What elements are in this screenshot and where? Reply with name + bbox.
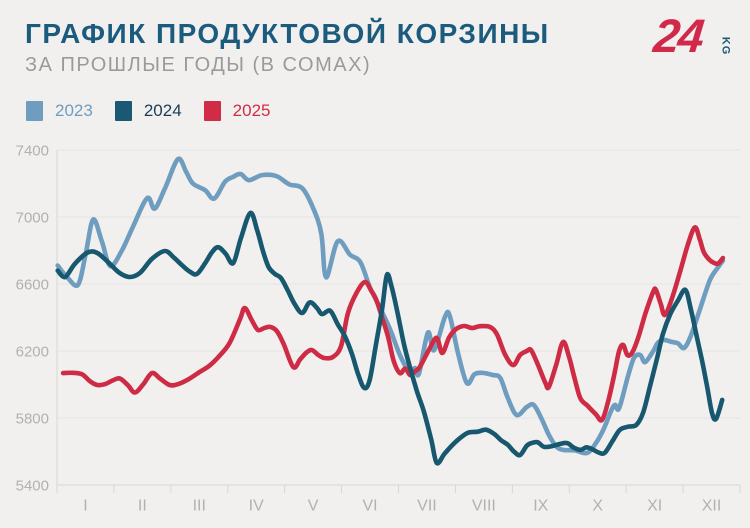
x-axis-label-I: I [83,498,87,515]
legend-label: 2024 [143,101,182,120]
series-line-2025[interactable] [60,225,726,423]
y-axis-label-7000: 7000 [16,209,49,226]
page-title: ГРАФИК ПРОДУКТОВОЙ КОРЗИНЫ [25,18,550,49]
legend-item-2023[interactable]: 2023 [26,101,93,121]
x-axis-label-XII: XII [702,498,722,515]
legend-swatch-2023 [26,101,43,121]
series-line-2024[interactable] [55,210,725,466]
legend-item-2025[interactable]: 2025 [203,101,271,121]
legend-label: 2023 [55,101,93,120]
x-axis-label-IV: IV [249,498,264,515]
x-axis-label-II: II [138,498,147,515]
x-axis-label-VIII: VIII [472,498,496,515]
legend-item-2024[interactable]: 2024 [114,101,182,121]
x-axis-label-IX: IX [533,498,548,515]
legend-label: 2025 [232,101,271,120]
legend-swatch-2024 [114,101,132,121]
x-axis-label-VII: VII [417,498,437,515]
x-axis-label-VI: VI [362,498,377,515]
y-axis-label-6200: 6200 [16,343,49,360]
x-axis-label-XI: XI [647,498,662,515]
y-axis-label-5400: 5400 [16,477,49,494]
y-axis-label-6600: 6600 [16,276,49,293]
page-subtitle: ЗА ПРОШЛЫЕ ГОДЫ (В СОМАХ) [25,54,372,76]
y-axis-label-5800: 5800 [16,410,49,427]
legend-swatch-2025 [203,101,221,121]
series-line-2023[interactable] [55,156,726,456]
chart-legend: 2023 2024 2025 [26,101,292,121]
x-axis-label-III: III [193,498,206,515]
x-axis-label-V: V [308,498,319,515]
y-axis-label-7400: 7400 [16,142,49,159]
x-axis-label-X: X [592,498,603,515]
